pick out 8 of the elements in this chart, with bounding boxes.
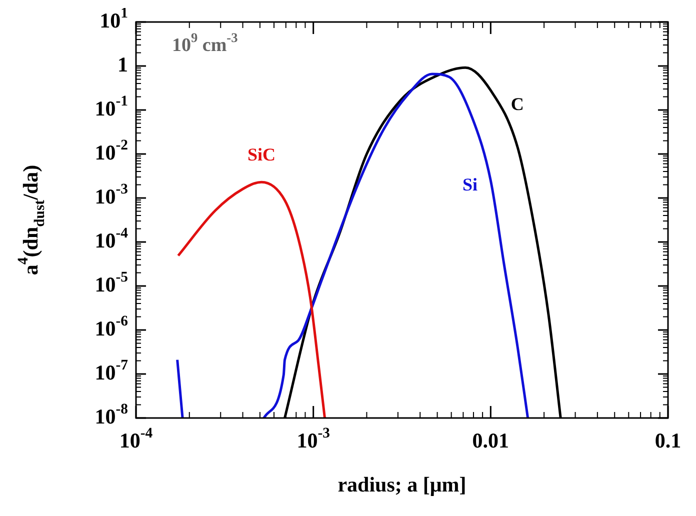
x-axis-title: radius; a [μm]: [338, 472, 466, 496]
x-tick-label: 0.1: [654, 428, 682, 452]
series-label: Si: [462, 174, 478, 195]
y-axis-title: a4(dndust/da): [15, 164, 48, 276]
series-label: C: [510, 94, 524, 114]
y-tick-label: 1: [118, 52, 128, 76]
x-tick-label: 0.01: [472, 428, 510, 452]
series-label: SiC: [247, 144, 276, 165]
